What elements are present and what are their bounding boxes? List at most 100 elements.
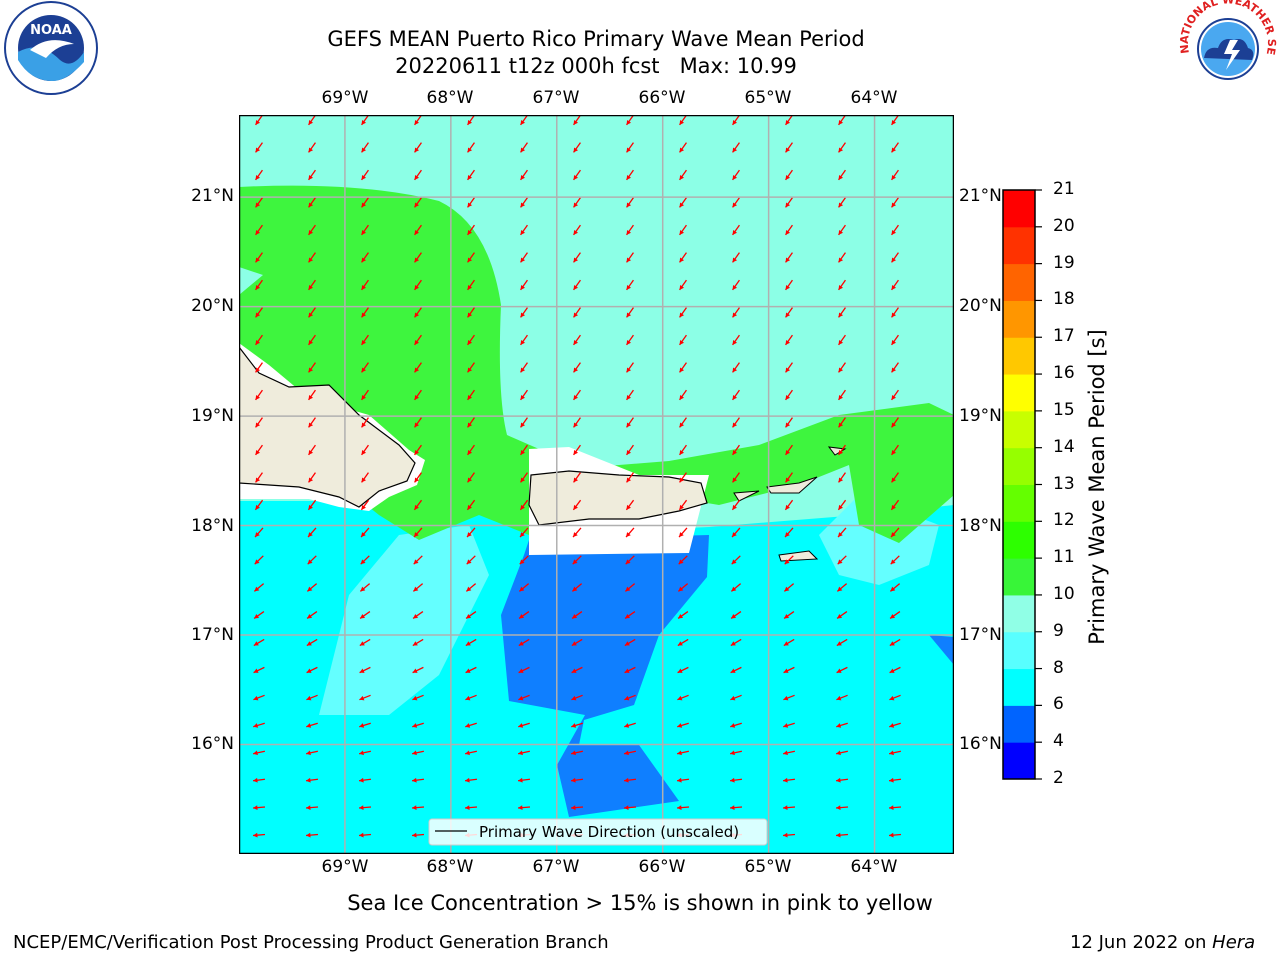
wave-arrow-head — [520, 532, 525, 538]
wave-arrow-head — [784, 559, 790, 565]
date-label: 12 Jun 2022 on — [1070, 932, 1213, 953]
wave-arrow-head — [520, 284, 526, 290]
wave-arrow-head — [308, 422, 314, 428]
wave-arrow-head — [361, 532, 366, 538]
wave-arrow-head — [412, 695, 418, 701]
wave-arrow-head — [255, 449, 261, 455]
wave-arrow-head — [255, 284, 261, 290]
wave-arrow-head — [573, 202, 579, 208]
wave-arrow-head — [732, 394, 738, 400]
wave-arrow-head — [571, 641, 577, 646]
colorbar — [1002, 189, 1042, 780]
wave-arrow-head — [253, 805, 258, 811]
wave-arrow-head — [732, 422, 738, 428]
wave-arrow-head — [838, 119, 844, 125]
wave-arrow-head — [520, 312, 526, 318]
wave-arrow-head — [679, 284, 685, 290]
wave-arrow-head — [465, 723, 471, 728]
wave-arrow-head — [732, 202, 738, 208]
wave-arrow-head — [679, 477, 685, 483]
wave-arrow-head — [361, 147, 367, 153]
wave-arrow-head — [783, 805, 788, 811]
wave-arrow-head — [890, 586, 896, 592]
wave-arrow-head — [573, 422, 579, 428]
colorbar-tick-label: 11 — [1053, 547, 1075, 568]
wave-arrow-head — [836, 668, 842, 673]
wave-arrow-head — [361, 339, 367, 345]
wave-arrow-head — [891, 449, 897, 455]
wave-arrow-head — [679, 339, 685, 345]
wave-arrow-head — [255, 477, 261, 483]
wave-arrow-head — [785, 504, 790, 510]
wave-arrow-head — [732, 477, 738, 483]
lon-label-top: 64°W — [850, 88, 898, 108]
wave-arrow-head — [520, 394, 526, 400]
wave-arrow-head — [571, 805, 576, 811]
wave-arrow-head — [626, 394, 632, 400]
colorbar-band — [1003, 631, 1035, 670]
wave-arrow-head — [253, 832, 258, 838]
wave-arrow-head — [837, 559, 843, 565]
wave-arrow-head — [414, 394, 420, 400]
wave-arrow-head — [890, 613, 896, 619]
colorbar-tick-label: 20 — [1053, 215, 1075, 236]
wave-arrow-head — [889, 832, 894, 838]
wave-arrow-head — [785, 174, 791, 180]
ocean-11s-region — [239, 185, 954, 543]
wave-arrow-head — [838, 477, 844, 483]
wave-arrow-head — [732, 119, 738, 125]
lat-label-right: 17°N — [959, 625, 1002, 645]
wave-arrow-head — [465, 777, 470, 783]
wave-arrow-head — [625, 559, 631, 565]
lat-label-right: 19°N — [959, 406, 1002, 426]
wave-arrow-head — [413, 586, 419, 592]
wave-arrow-head — [624, 668, 630, 673]
wave-arrow-head — [838, 394, 844, 400]
wave-arrow-head — [732, 339, 738, 345]
wave-arrow-head — [573, 504, 578, 510]
wave-arrow-head — [730, 777, 735, 783]
wave-arrow-head — [891, 202, 897, 208]
wave-arrow-head — [785, 532, 790, 538]
wave-arrow-head — [465, 668, 471, 673]
wave-arrow-head — [467, 202, 473, 208]
wave-arrow-head — [360, 586, 366, 592]
wave-arrow-head — [308, 367, 314, 373]
wave-arrow-head — [573, 449, 579, 455]
wave-arrow-head — [573, 477, 579, 483]
ocean-9s-region — [319, 525, 489, 715]
wave-arrow-head — [255, 339, 261, 345]
wave-arrow-head — [306, 641, 312, 646]
wave-arrow-head — [677, 723, 683, 728]
wave-arrow-head — [783, 750, 788, 756]
wave-arrow-head — [891, 119, 897, 125]
wave-arrow-head — [730, 641, 736, 646]
wave-arrow-head — [306, 750, 311, 756]
wave-arrow-head — [836, 695, 842, 701]
lat-label-left: 18°N — [191, 516, 234, 536]
wave-arrow-head — [306, 668, 312, 673]
wave-arrow-head — [520, 422, 526, 428]
wave-arrow-head — [361, 284, 367, 290]
wave-arrow-head — [838, 312, 844, 318]
wave-arrow-head — [466, 613, 472, 619]
wave-arrow-head — [836, 777, 841, 783]
lat-label-left: 20°N — [191, 296, 234, 316]
st-croix — [778, 550, 819, 562]
wave-arrow-head — [253, 723, 259, 728]
lon-label-top: 67°W — [532, 88, 580, 108]
lon-label-bottom: 68°W — [426, 857, 474, 877]
wave-arrow-head — [520, 477, 526, 483]
wave-arrow-head — [518, 805, 523, 811]
wave-arrow-head — [414, 284, 420, 290]
wave-arrow-head — [361, 257, 367, 263]
wave-arrow-head — [626, 312, 632, 318]
wave-arrow-head — [412, 805, 417, 811]
colorbar-band — [1003, 337, 1035, 375]
wave-arrow-head — [255, 504, 260, 510]
wave-arrow-head — [255, 422, 261, 428]
colorbar-band — [1003, 705, 1035, 743]
wave-arrow-head — [891, 229, 897, 235]
wave-arrow-head — [414, 174, 420, 180]
colorbar-tick-label: 9 — [1053, 620, 1064, 641]
